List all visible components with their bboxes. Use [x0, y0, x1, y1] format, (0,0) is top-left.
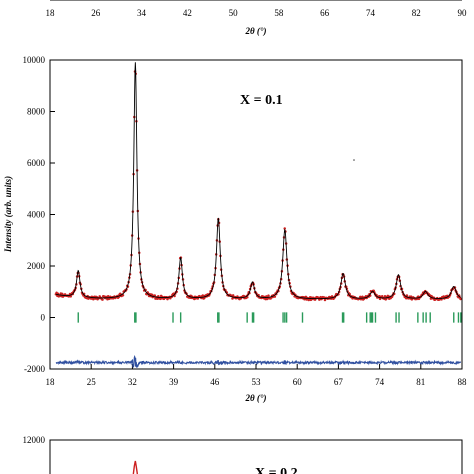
previous-panel: 18 26 34 42 50 58 66 74 82 90 2θ (°) — [46, 0, 468, 36]
next-observed-peak — [132, 460, 139, 474]
main-x-tick-label: 18 — [46, 377, 56, 387]
main-panel: -2000 0 2000 4000 6000 8000 10000 18 25 32 39 46 53… — [3, 55, 467, 403]
previous-x-tick-label: 50 — [229, 8, 239, 18]
main-y-tick-label: 4000 — [27, 210, 46, 220]
main-x-tick-label: 39 — [169, 377, 179, 387]
observed-point — [459, 297, 462, 301]
main-x-tick-label: 81 — [416, 377, 425, 387]
main-y-axis-title: Intensity (arb. units) — [3, 176, 13, 253]
observed-point — [118, 292, 122, 296]
main-y-tick-label: -2000 — [24, 364, 45, 374]
previous-x-tick-label: 90 — [458, 8, 468, 18]
main-plot-frame — [49, 59, 463, 370]
stray-dot — [353, 159, 355, 161]
difference-curve — [55, 354, 462, 368]
observed-point — [267, 294, 270, 297]
previous-x-tick-label: 66 — [320, 8, 330, 18]
main-x-tick-label: 32 — [128, 377, 137, 387]
main-y-tick-label: 10000 — [23, 55, 46, 65]
previous-x-tick-labels: 18 26 34 42 50 58 66 74 82 90 — [46, 8, 468, 18]
previous-x-tick-label: 74 — [366, 8, 376, 18]
observed-point — [153, 294, 157, 297]
next-composition-label: X = 0.2 — [255, 466, 298, 474]
previous-x-tick-label: 18 — [46, 8, 56, 18]
main-x-axis-title: 2θ (°) — [244, 393, 266, 403]
main-y-tick-labels: -2000 0 2000 4000 6000 8000 10000 — [23, 55, 46, 374]
observed-point — [92, 297, 95, 301]
main-x-tick-label: 53 — [252, 377, 262, 387]
observed-point — [231, 294, 235, 297]
observed-point — [101, 298, 104, 301]
main-y-tick-label: 2000 — [27, 261, 46, 271]
previous-x-axis-title: 2θ (°) — [244, 26, 266, 36]
observed-point — [323, 298, 327, 302]
main-x-tick-label: 46 — [210, 377, 220, 387]
bragg-position-marks — [77, 312, 462, 323]
previous-x-tick-label: 26 — [91, 8, 101, 18]
previous-x-tick-label: 82 — [412, 8, 421, 18]
main-x-tick-label: 25 — [87, 377, 97, 387]
main-x-tick-label: 60 — [293, 377, 303, 387]
main-y-tick-label: 6000 — [27, 158, 46, 168]
observed-point — [361, 295, 364, 298]
main-x-tick-label: 74 — [375, 377, 385, 387]
observed-point — [283, 227, 286, 230]
main-x-tick-labels: 18 25 32 39 46 53 60 67 74 81 88 — [46, 377, 468, 387]
previous-x-tick-label: 42 — [183, 8, 192, 18]
observed-point — [106, 295, 110, 298]
previous-x-tick-label: 58 — [274, 8, 284, 18]
previous-x-tick-label: 34 — [137, 8, 147, 18]
observed-point — [378, 297, 382, 301]
next-panel: 12000 X = 0.2 — [23, 435, 463, 474]
calculated-profile-curve — [55, 62, 461, 300]
main-y-tick-label: 0 — [41, 313, 46, 323]
observed-point — [383, 295, 387, 298]
main-x-tick-label: 88 — [458, 377, 468, 387]
observed-point — [69, 295, 72, 298]
main-x-tick-label: 67 — [334, 377, 344, 387]
next-plot-frame — [49, 439, 463, 474]
main-y-tick-label: 8000 — [27, 107, 46, 117]
composition-label: X = 0.1 — [240, 93, 283, 108]
next-y-tick-label: 12000 — [23, 435, 46, 445]
observed-point — [201, 294, 205, 297]
observed-point — [159, 297, 162, 301]
